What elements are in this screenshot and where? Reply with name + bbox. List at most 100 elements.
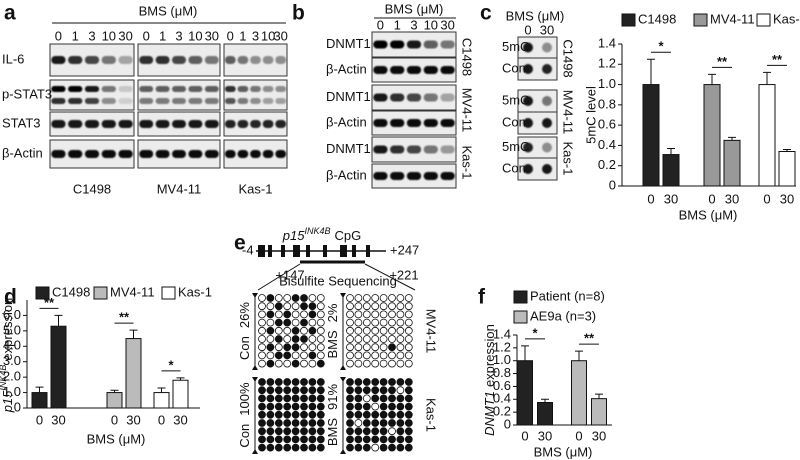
y-axis-label: DNMT1 expression bbox=[482, 324, 497, 436]
gene-name: DNMT1 bbox=[482, 391, 497, 436]
cpg-site bbox=[362, 343, 371, 352]
dot-blot bbox=[542, 96, 552, 106]
blot-band bbox=[188, 56, 203, 64]
cpg-site bbox=[404, 427, 413, 436]
cpg-site bbox=[274, 335, 283, 343]
cpg-site bbox=[283, 427, 292, 436]
blot-band bbox=[68, 120, 83, 128]
cpg-site bbox=[283, 378, 292, 386]
blot-band bbox=[262, 120, 274, 128]
cpg-site bbox=[283, 326, 292, 335]
blot-band bbox=[275, 56, 287, 64]
y-tick-label: 1.0 bbox=[493, 352, 511, 367]
cell-line-label: MV4-11 bbox=[424, 309, 439, 354]
x-tick-label: 30 bbox=[664, 191, 678, 206]
significance-label: * bbox=[168, 357, 174, 372]
dot-blot bbox=[542, 42, 552, 53]
error-bar bbox=[595, 393, 603, 399]
cpg-site bbox=[308, 294, 317, 302]
side-label: C1498 bbox=[460, 38, 475, 76]
y-tick-label: 0.2 bbox=[493, 404, 511, 419]
side-label: Kas-1 bbox=[561, 142, 576, 176]
cpg-site bbox=[396, 359, 405, 368]
cpg-site bbox=[316, 402, 325, 411]
blot-band bbox=[118, 150, 133, 158]
cpg-site bbox=[308, 427, 317, 436]
cpg-site bbox=[354, 443, 363, 452]
cpg-site bbox=[388, 443, 396, 452]
cpg-site bbox=[266, 335, 275, 343]
cpg-site bbox=[404, 343, 413, 352]
legend-label: Kas-1 bbox=[773, 11, 800, 26]
blot-frame bbox=[223, 79, 288, 111]
condition-name: Con bbox=[237, 336, 252, 360]
cpg-site bbox=[346, 343, 354, 352]
cpg-site bbox=[316, 326, 325, 335]
arrow bbox=[364, 263, 416, 291]
cpg-site bbox=[308, 318, 317, 327]
cpg-site bbox=[258, 435, 266, 444]
cpg-site bbox=[396, 378, 405, 386]
cpg-site bbox=[283, 419, 292, 427]
cpg-site bbox=[396, 410, 405, 419]
cpg-site bbox=[258, 343, 266, 352]
cpg-site bbox=[379, 410, 388, 419]
cpg-site bbox=[396, 427, 405, 436]
cpg-site bbox=[371, 419, 380, 427]
bar bbox=[758, 84, 776, 187]
bar bbox=[172, 379, 189, 409]
y-tick-label: 0 bbox=[504, 416, 511, 431]
bar bbox=[106, 392, 123, 409]
cpg-site bbox=[258, 402, 266, 411]
dose-label: 0 bbox=[227, 28, 234, 43]
coord-label: -4 bbox=[242, 242, 254, 257]
cpg-site bbox=[300, 427, 308, 436]
dose-label: 3 bbox=[88, 28, 95, 43]
cpg-site bbox=[354, 378, 363, 386]
cpg-site bbox=[371, 435, 380, 444]
y-tick-label: 2.0 bbox=[3, 369, 21, 384]
blot-band bbox=[262, 150, 274, 158]
cpg-site bbox=[300, 326, 308, 335]
blot-band bbox=[172, 120, 186, 128]
blot-band bbox=[155, 56, 170, 64]
cpg-box bbox=[366, 245, 370, 257]
cpg-site bbox=[379, 402, 388, 411]
cpg-site bbox=[371, 318, 380, 327]
y-tick-label: 0.4 bbox=[598, 137, 616, 152]
y-tick-label: 1.2 bbox=[493, 339, 511, 354]
cpg-site bbox=[308, 443, 317, 452]
cpg-site bbox=[308, 394, 317, 403]
bar bbox=[662, 154, 680, 187]
blot-band bbox=[373, 93, 388, 102]
cpg-site bbox=[316, 318, 325, 327]
dose-label: 30 bbox=[440, 17, 454, 32]
blot-frame bbox=[137, 79, 221, 111]
cpg-site bbox=[388, 378, 396, 386]
error-bar bbox=[575, 350, 583, 361]
cpg-site bbox=[346, 326, 354, 335]
cpg-site bbox=[362, 443, 371, 452]
bar bbox=[591, 398, 607, 426]
blot-band bbox=[84, 98, 100, 104]
blot-band bbox=[373, 145, 388, 154]
error-bar bbox=[728, 136, 736, 141]
dose-label: 30 bbox=[273, 28, 287, 43]
bar bbox=[723, 139, 741, 187]
cpg-site bbox=[379, 378, 388, 386]
blot-band bbox=[406, 172, 422, 180]
blot-band bbox=[224, 98, 236, 104]
cpg-site bbox=[266, 294, 275, 302]
y-tick-label: 4.0 bbox=[3, 338, 21, 353]
cpg-site bbox=[291, 402, 300, 411]
x-tick-label: 30 bbox=[725, 191, 739, 206]
cpg-site bbox=[258, 302, 266, 311]
cpg-site bbox=[274, 419, 283, 427]
cpg-site bbox=[308, 435, 317, 444]
arrowhead bbox=[252, 377, 258, 382]
cpg-site bbox=[379, 351, 388, 360]
arrowhead bbox=[252, 449, 258, 454]
significance-label: ** bbox=[717, 54, 728, 69]
dose-label: 30 bbox=[118, 28, 132, 43]
cpg-site bbox=[379, 326, 388, 335]
